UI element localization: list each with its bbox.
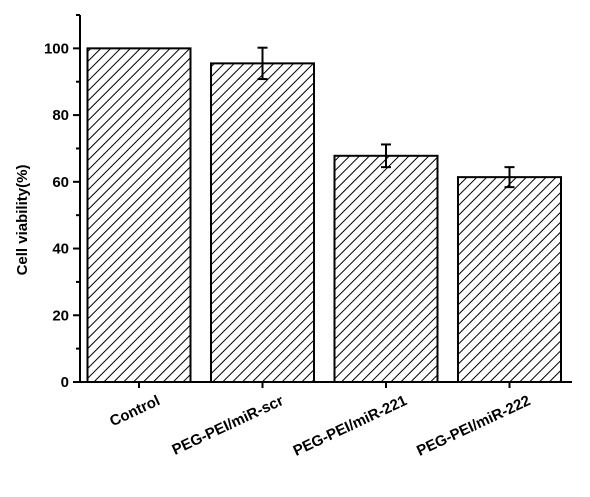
y-tick-label: 60 <box>52 174 69 191</box>
y-axis-title: Cell viability(%) <box>14 165 31 276</box>
bar <box>457 176 562 383</box>
error-bars <box>257 46 515 189</box>
axes <box>79 15 572 383</box>
x-tick-label: Control <box>107 392 163 430</box>
x-tick-label: PEG-PEI/miR-221 <box>291 392 410 460</box>
bar <box>210 62 315 384</box>
y-axis-title-group: Cell viability(%) <box>14 165 31 276</box>
bar <box>333 154 439 383</box>
y-axis-ticks: 0 20 40 60 80 100 <box>44 14 80 391</box>
y-tick-label: 20 <box>52 307 69 324</box>
y-tick-label: 80 <box>52 107 69 124</box>
bars <box>86 47 562 384</box>
y-tick-label: 0 <box>61 374 69 391</box>
bar <box>86 47 192 383</box>
x-tick-label: PEG-PEI/miR-222 <box>414 392 533 460</box>
y-tick-label: 100 <box>44 40 69 57</box>
x-tick-label: PEG-PEI/miR-scr <box>169 392 286 459</box>
y-tick-label: 40 <box>52 241 69 258</box>
x-axis-labels: Control PEG-PEI/miR-scr PEG-PEI/miR-221 PEG… <box>107 382 533 460</box>
